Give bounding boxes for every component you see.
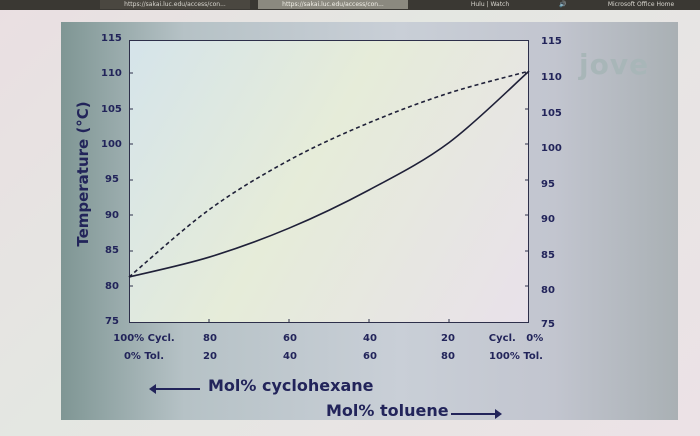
x-tick-label: 20 (441, 333, 455, 344)
y-tick-label: 95 (105, 174, 119, 185)
x-tick-label: Cycl. 0% (488, 333, 544, 344)
x-tick-label: 60 (363, 351, 377, 362)
x-tick-label: 40 (283, 351, 297, 362)
y-tick-label: 115 (101, 33, 122, 44)
x-tick-label: 100% Tol. (489, 351, 543, 362)
y-tick-label: 75 (541, 319, 555, 330)
x-tick-label: 80 (441, 351, 455, 362)
phase-diagram-curves (128, 70, 530, 323)
y-tick-label: 100 (541, 143, 562, 154)
browser-tab-hulu[interactable]: Hulu | Watch (470, 1, 510, 8)
y-tick-label: 105 (101, 104, 122, 115)
x-axis-title-toluene: Mol% toluene (326, 401, 449, 420)
y-tick-label: 80 (541, 285, 555, 296)
speaker-icon[interactable]: 🔊 (559, 1, 567, 8)
browser-tab-strip: https://sakai.luc.edu/access/con... http… (0, 0, 700, 10)
y-tick-label: 90 (105, 210, 119, 221)
x-tick-label: 100% Cycl. (113, 333, 175, 344)
y-tick-label: 100 (101, 139, 122, 150)
x-tick-label: 40 (363, 333, 377, 344)
axis-tick-marks (129, 72, 529, 323)
browser-tab-sakai-1[interactable]: https://sakai.luc.edu/access/con... (100, 0, 250, 9)
y-tick-label: 90 (541, 214, 555, 225)
y-axis-title: Temperature (°C) (74, 101, 92, 247)
browser-tab-microsoft-office[interactable]: Microsoft Office Home (607, 1, 675, 8)
y-tick-label: 110 (101, 68, 122, 79)
y-tick-label: 85 (541, 250, 555, 261)
browser-tab-sakai-2[interactable]: https://sakai.luc.edu/access/con... (258, 0, 408, 9)
y-tick-label: 110 (541, 72, 562, 83)
x-axis-title-cyclohexane: Mol% cyclohexane (208, 376, 374, 395)
y-tick-label: 85 (105, 245, 119, 256)
arrow-right-icon (451, 409, 502, 419)
x-tick-label: 60 (283, 333, 297, 344)
arrow-left-icon (149, 384, 200, 394)
y-tick-label: 75 (105, 316, 119, 327)
plot-area (129, 40, 529, 323)
y-tick-label: 95 (541, 179, 555, 190)
y-tick-label: 105 (541, 108, 562, 119)
vapor-curve-dashed (128, 70, 530, 278)
x-tick-label: 80 (203, 333, 217, 344)
liquid-curve-solid (128, 70, 530, 278)
y-tick-label: 80 (105, 281, 119, 292)
x-tick-label: 0% Tol. (123, 351, 165, 362)
y-tick-label: 115 (541, 36, 562, 47)
x-tick-label: 20 (203, 351, 217, 362)
jove-logo: jove (579, 48, 650, 81)
